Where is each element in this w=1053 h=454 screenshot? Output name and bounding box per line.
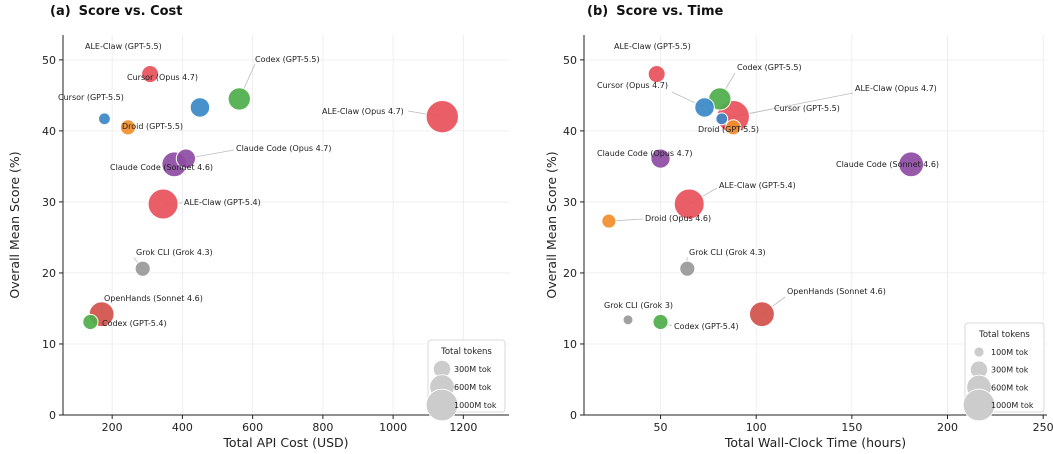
x-tick-label: 1000 bbox=[379, 421, 407, 434]
title-text: Score vs. Time bbox=[616, 4, 723, 19]
legend: Total tokens 300M tok 600M tok 1000M tok bbox=[425, 339, 506, 422]
point-label: ALE-Claw (GPT-5.5) bbox=[85, 42, 162, 51]
y-tick-label: 10 bbox=[563, 338, 577, 351]
x-tick-label: 800 bbox=[312, 421, 333, 434]
legend-label: 300M tok bbox=[991, 366, 1029, 375]
point-label: Claude Code (Opus 4.7) bbox=[236, 144, 331, 153]
data-point bbox=[134, 260, 151, 277]
point-label: ALE-Claw (Opus 4.7) bbox=[322, 107, 404, 116]
y-tick-label: 20 bbox=[563, 267, 577, 280]
legend: Total tokens 100M tok 300M tok 600M tok 1000… bbox=[962, 322, 1045, 422]
data-point bbox=[650, 148, 671, 169]
y-tick-label: 40 bbox=[563, 125, 577, 138]
panel-label: (b) bbox=[587, 4, 608, 19]
point-label: Cursor (Opus 4.7) bbox=[127, 73, 198, 82]
data-point bbox=[652, 313, 669, 331]
data-point bbox=[694, 97, 715, 118]
x-tick-label: 50 bbox=[654, 421, 668, 434]
y-tick-label: 50 bbox=[42, 54, 56, 67]
x-axis-label: Total Wall-Clock Time (hours) bbox=[724, 435, 906, 450]
x-tick-label: 150 bbox=[841, 421, 862, 434]
data-point bbox=[147, 188, 179, 220]
data-point bbox=[601, 213, 617, 229]
legend-marker bbox=[962, 388, 996, 422]
point-label: OpenHands (Sonnet 4.6) bbox=[104, 294, 203, 303]
data-point bbox=[647, 65, 666, 84]
panel-label: (a) bbox=[50, 4, 71, 19]
title-text: Score vs. Cost bbox=[79, 4, 183, 19]
point-label: Claude Code (Opus 4.7) bbox=[597, 149, 692, 158]
data-point bbox=[673, 188, 705, 220]
x-tick-label: 250 bbox=[1033, 421, 1053, 434]
data-point bbox=[679, 260, 696, 277]
panel-b: 0 10 20 30 40 50 50 100 150 200 250 Total Wall-Cloc… bbox=[544, 4, 1053, 450]
y-tick-label: 30 bbox=[42, 196, 56, 209]
data-point bbox=[715, 112, 729, 126]
legend-label: 1000M tok bbox=[454, 401, 497, 410]
data-point bbox=[82, 313, 99, 331]
legend-label: 300M tok bbox=[454, 365, 492, 374]
data-point bbox=[175, 148, 197, 169]
point-label: Cursor (Opus 4.7) bbox=[597, 81, 668, 90]
data-point bbox=[98, 112, 111, 126]
x-tick-label: 400 bbox=[172, 421, 193, 434]
point-label: Droid (Opus 4.6) bbox=[645, 214, 711, 223]
legend-marker bbox=[425, 388, 459, 422]
data-point bbox=[748, 301, 775, 328]
data-point bbox=[189, 97, 211, 118]
point-label: Codex (GPT-5.5) bbox=[255, 55, 320, 64]
x-tick-label: 1200 bbox=[449, 421, 477, 434]
data-point bbox=[898, 151, 925, 178]
panel-a: 0 10 20 30 40 50 200 400 600 800 1000 1200 Total API… bbox=[7, 4, 509, 450]
x-axis-label: Total API Cost (USD) bbox=[222, 435, 348, 450]
point-label: Claude Code (Sonnet 4.6) bbox=[836, 160, 939, 169]
point-label: Droid (GPT-5.5) bbox=[698, 125, 759, 134]
x-tick-label: 200 bbox=[102, 421, 123, 434]
point-label: ALE-Claw (GPT-5.4) bbox=[719, 181, 796, 190]
data-point bbox=[425, 99, 459, 134]
point-label: Codex (GPT-5.5) bbox=[737, 63, 802, 72]
x-tick-label: 200 bbox=[937, 421, 958, 434]
point-label: Codex (GPT-5.4) bbox=[102, 319, 167, 328]
chart-title: (a) Score vs. Cost bbox=[50, 4, 183, 19]
point-label: Grok CLI (Grok 4.3) bbox=[689, 248, 766, 257]
y-tick-label: 0 bbox=[570, 409, 577, 422]
y-tick-label: 40 bbox=[42, 125, 56, 138]
point-label: Cursor (GPT-5.5) bbox=[58, 93, 124, 102]
x-tick-label: 100 bbox=[746, 421, 767, 434]
x-tick-label: 600 bbox=[242, 421, 263, 434]
point-label: ALE-Claw (GPT-5.5) bbox=[614, 42, 691, 51]
data-point bbox=[725, 119, 742, 136]
point-label: Droid (GPT-5.5) bbox=[122, 122, 183, 131]
legend-label: 600M tok bbox=[991, 383, 1029, 392]
legend-label: 1000M tok bbox=[991, 401, 1034, 410]
data-point bbox=[227, 87, 251, 111]
legend-title: Total tokens bbox=[978, 330, 1030, 340]
legend-label: 100M tok bbox=[991, 348, 1029, 357]
point-label: Codex (GPT-5.4) bbox=[674, 322, 739, 331]
chart-title: (b) Score vs. Time bbox=[587, 4, 724, 19]
y-tick-label: 50 bbox=[563, 54, 577, 67]
point-label: Claude Code (Sonnet 4.6) bbox=[110, 163, 213, 172]
point-label: OpenHands (Sonnet 4.6) bbox=[787, 287, 886, 296]
y-tick-label: 0 bbox=[49, 409, 56, 422]
y-tick-label: 10 bbox=[42, 338, 56, 351]
point-label: Cursor (GPT-5.5) bbox=[774, 104, 840, 113]
legend-title: Total tokens bbox=[440, 347, 492, 357]
point-label: ALE-Claw (Opus 4.7) bbox=[855, 84, 937, 93]
data-point bbox=[141, 65, 160, 84]
point-label: Grok CLI (Grok 3) bbox=[604, 301, 673, 310]
point-label: Grok CLI (Grok 4.3) bbox=[136, 248, 213, 257]
y-axis-label: Overall Mean Score (%) bbox=[7, 151, 22, 298]
data-point bbox=[119, 119, 137, 136]
legend-label: 600M tok bbox=[454, 383, 492, 392]
y-tick-label: 30 bbox=[563, 196, 577, 209]
y-tick-label: 20 bbox=[42, 267, 56, 280]
y-axis-label: Overall Mean Score (%) bbox=[544, 151, 559, 298]
legend-marker bbox=[973, 346, 985, 358]
point-label: ALE-Claw (GPT-5.4) bbox=[184, 198, 261, 207]
data-point bbox=[622, 314, 634, 326]
